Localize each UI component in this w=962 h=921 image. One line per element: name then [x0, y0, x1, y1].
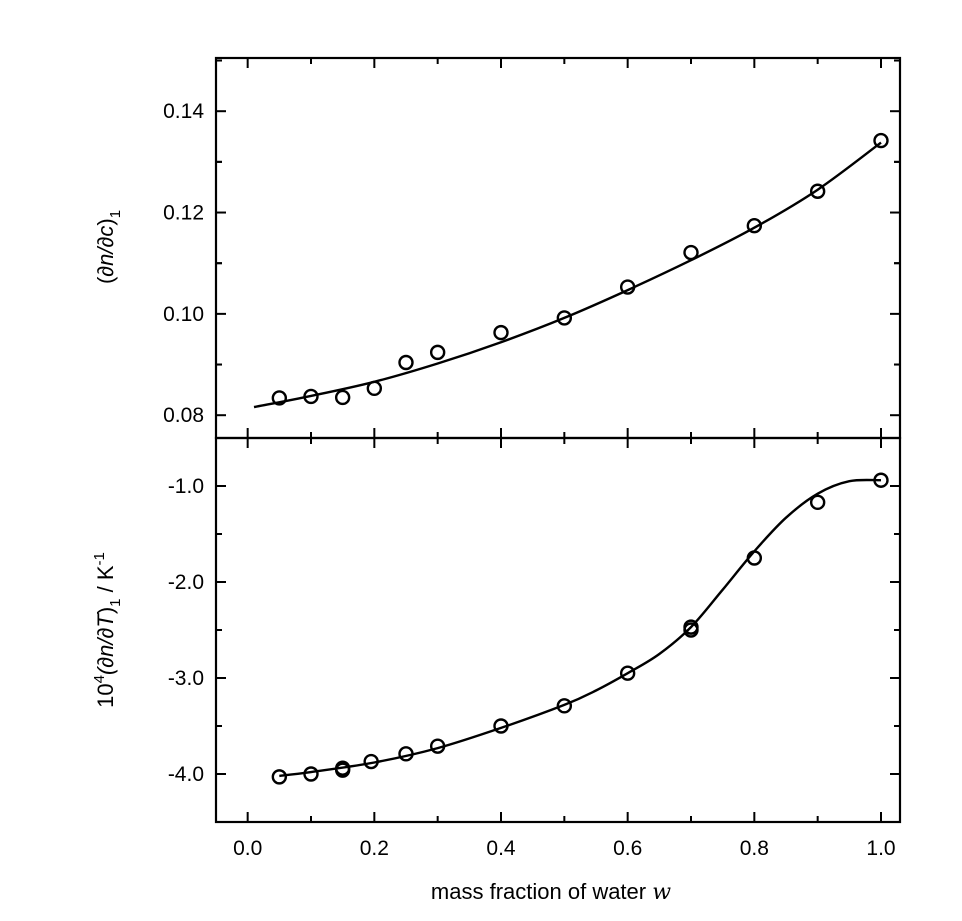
- data-point: [363, 753, 379, 770]
- x-tick-label: 0.4: [486, 837, 516, 860]
- data-point: [556, 698, 573, 714]
- bottom-tick-labels: -1.0 -2.0 -3.0 -4.0: [168, 475, 204, 786]
- x-tick-labels: 0.0 0.2 0.4 0.6 0.8 1.0: [233, 837, 896, 860]
- y-tick-label: 0.10: [163, 303, 204, 326]
- x-axis-title: mass fraction of water w: [431, 879, 671, 905]
- data-point: [809, 494, 826, 511]
- top-tick-labels: 0.08 0.10 0.12 0.14: [163, 100, 204, 427]
- y-tick-label: -2.0: [168, 571, 204, 594]
- bottom-ylabel: 104(∂n/∂T)1 / K-1: [91, 552, 124, 708]
- data-point: [873, 132, 889, 149]
- top-ylabel: (∂n/∂c)1: [93, 210, 124, 284]
- data-point: [683, 244, 699, 261]
- data-point: [334, 760, 351, 776]
- data-point: [683, 619, 699, 635]
- data-point: [873, 472, 889, 488]
- bottom-panel: -1.0 -2.0 -3.0 -4.0 0.0 0.2 0.4 0.6 0.8 1.0 104(…: [91, 436, 902, 860]
- x-tick-label: 0.0: [233, 837, 262, 860]
- data-point: [493, 718, 509, 734]
- data-point: [429, 344, 446, 361]
- data-point: [303, 766, 319, 782]
- data-point: [619, 279, 636, 295]
- x-tick-label: 0.6: [613, 837, 642, 860]
- data-point: [746, 218, 763, 234]
- y-tick-label: -3.0: [168, 667, 204, 690]
- y-tick-label: 0.14: [163, 100, 204, 123]
- y-tick-label: 0.08: [163, 404, 204, 427]
- data-point: [366, 380, 383, 397]
- x-tick-label: 1.0: [866, 837, 895, 860]
- x-tick-label: 0.2: [360, 837, 389, 860]
- top-fit-curve: [253, 141, 882, 409]
- y-tick-label: 0.12: [163, 202, 204, 225]
- data-point: [429, 738, 446, 754]
- data-point: [493, 324, 509, 341]
- data-point: [398, 354, 414, 371]
- top-data-points: [271, 132, 889, 406]
- data-point: [746, 550, 763, 566]
- data-point: [619, 665, 636, 681]
- bottom-data-points: [271, 472, 889, 785]
- bottom-axes: [216, 438, 900, 822]
- data-point: [334, 389, 351, 406]
- y-tick-label: -4.0: [168, 763, 204, 786]
- data-point: [398, 746, 414, 762]
- data-point: [271, 769, 288, 785]
- data-point: [809, 183, 826, 199]
- data-point: [556, 310, 573, 326]
- data-point: [303, 388, 319, 405]
- data-point: [271, 390, 288, 406]
- y-tick-label: -1.0: [168, 475, 204, 498]
- top-axes: [216, 58, 900, 438]
- x-tick-label: 0.8: [740, 837, 769, 860]
